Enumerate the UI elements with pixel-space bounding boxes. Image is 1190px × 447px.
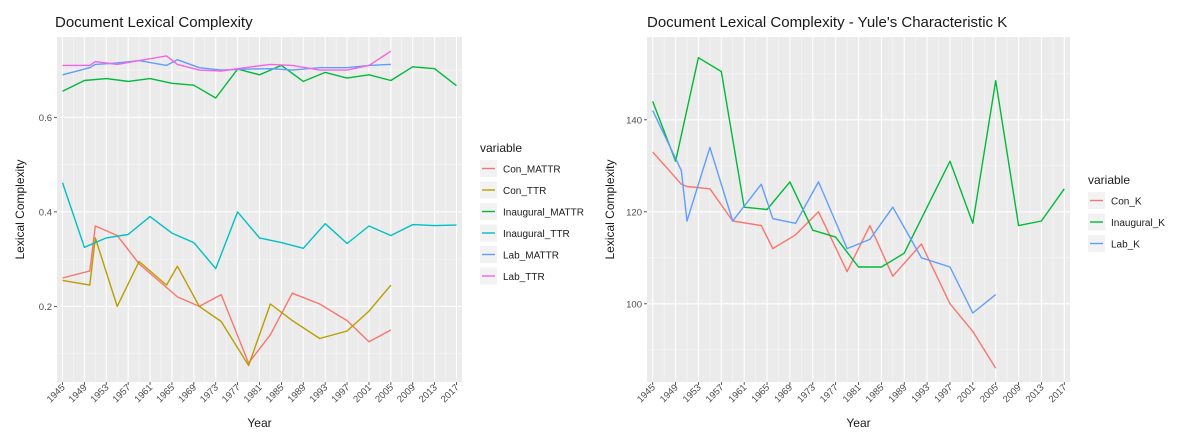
left-x-tick-label: 1953 xyxy=(89,382,112,405)
right-legend-label: Lab_K xyxy=(1111,240,1140,251)
left-legend-label: Con_TTR xyxy=(503,186,546,197)
right-y-axis-title: Lexical Complexity xyxy=(603,159,617,259)
right-series-inaugural-k xyxy=(652,57,1065,268)
right-x-tick-label: 1949 xyxy=(658,382,681,405)
right-x-tick-label: 1957 xyxy=(704,382,727,405)
left-x-tick-label: 1957 xyxy=(111,382,134,405)
left-x-tick-label: 1993 xyxy=(308,382,331,405)
left-y-tick-label: 0.6 xyxy=(39,113,52,124)
chart-lexical-complexity-svg: Document Lexical Complexity 0.2 0.4 0.6 1945… xyxy=(13,14,584,430)
left-x-tick-label: 2001 xyxy=(351,382,374,405)
left-x-tick-label: 1965 xyxy=(154,382,177,405)
right-x-tick-label: 1961 xyxy=(727,382,750,405)
left-x-tick-label: 2013 xyxy=(417,382,440,405)
left-series-inaugural-ttr xyxy=(61,182,457,270)
right-x-tick-label: 1945 xyxy=(635,382,658,405)
right-x-tick-label: 1965 xyxy=(749,382,772,405)
right-legend-label: Inaugural_K xyxy=(1111,218,1165,229)
right-series-lab-k xyxy=(652,110,997,314)
right-series-con-k xyxy=(652,151,997,369)
right-x-tick-label: 1985 xyxy=(864,382,887,405)
left-x-tick-label: 1977 xyxy=(220,382,243,405)
left-x-tick-label: 1981 xyxy=(242,382,265,405)
left-x-tick-label: 2009 xyxy=(395,382,418,405)
right-x-tick-label: 2005 xyxy=(978,382,1001,405)
left-legend-label: Inaugural_TTR xyxy=(503,229,570,240)
chart-lexical-complexity: Document Lexical Complexity 0.2 0.4 0.6 1945… xyxy=(0,0,600,442)
right-y-tick-label: 120 xyxy=(626,207,642,218)
left-x-tick-label: 2005 xyxy=(373,382,396,405)
left-legend-title: variable xyxy=(480,141,522,155)
left-x-tick-label: 1969 xyxy=(176,382,199,405)
right-x-tick-label: 2001 xyxy=(955,382,978,405)
right-x-tick-label: 1989 xyxy=(887,382,910,405)
right-legend-title: variable xyxy=(1088,173,1130,187)
left-y-tick-label: 0.4 xyxy=(39,207,52,218)
left-legend-label: Con_MATTR xyxy=(503,165,561,176)
right-title: Document Lexical Complexity - Yule's Cha… xyxy=(647,14,1007,31)
chart-yules-k-svg: Document Lexical Complexity - Yule's Cha… xyxy=(603,14,1165,430)
left-x-tick-label: 1997 xyxy=(329,382,352,405)
left-y-axis-title: Lexical Complexity xyxy=(13,159,27,259)
left-legend-label: Inaugural_MATTR xyxy=(503,208,584,219)
left-x-tick-label: 1989 xyxy=(286,382,309,405)
left-x-tick-label: 1961 xyxy=(132,382,155,405)
right-x-tick-label: 1973 xyxy=(795,382,818,405)
left-title: Document Lexical Complexity xyxy=(55,14,253,31)
left-x-tick-label: 1973 xyxy=(198,382,221,405)
right-x-tick-label: 1977 xyxy=(818,382,841,405)
right-y-tick-label: 140 xyxy=(626,115,642,126)
left-legend-label: Lab_TTR xyxy=(503,272,545,283)
left-x-tick-label: 1949 xyxy=(67,382,90,405)
left-x-tick-label: 1985 xyxy=(264,382,287,405)
right-y-tick-label: 100 xyxy=(626,299,642,310)
right-x-tick-label: 1953 xyxy=(681,382,704,405)
right-x-tick-label: 2017 xyxy=(1047,382,1070,405)
right-x-tick-label: 1997 xyxy=(932,382,955,405)
right-x-tick-label: 1993 xyxy=(909,382,932,405)
right-x-tick-label: 2013 xyxy=(1024,382,1047,405)
right-x-axis-title: Year xyxy=(846,416,870,430)
left-series-inaugural-mattr xyxy=(62,64,457,99)
left-series-con-ttr xyxy=(62,237,392,367)
right-x-tick-label: 1969 xyxy=(772,382,795,405)
left-x-tick-label: 1945 xyxy=(45,382,68,405)
left-x-tick-label: 2017 xyxy=(439,382,462,405)
left-x-axis-title: Year xyxy=(247,416,271,430)
right-x-tick-label: 2009 xyxy=(1001,382,1024,405)
left-y-tick-label: 0.2 xyxy=(39,302,52,313)
left-series-lab-ttr xyxy=(62,50,392,72)
left-legend-label: Lab_MATTR xyxy=(503,251,559,262)
left-series-con-mattr xyxy=(62,225,392,364)
right-x-tick-label: 1981 xyxy=(841,382,864,405)
right-legend-label: Con_K xyxy=(1111,197,1142,208)
chart-yules-k: Document Lexical Complexity - Yule's Cha… xyxy=(600,0,1190,442)
